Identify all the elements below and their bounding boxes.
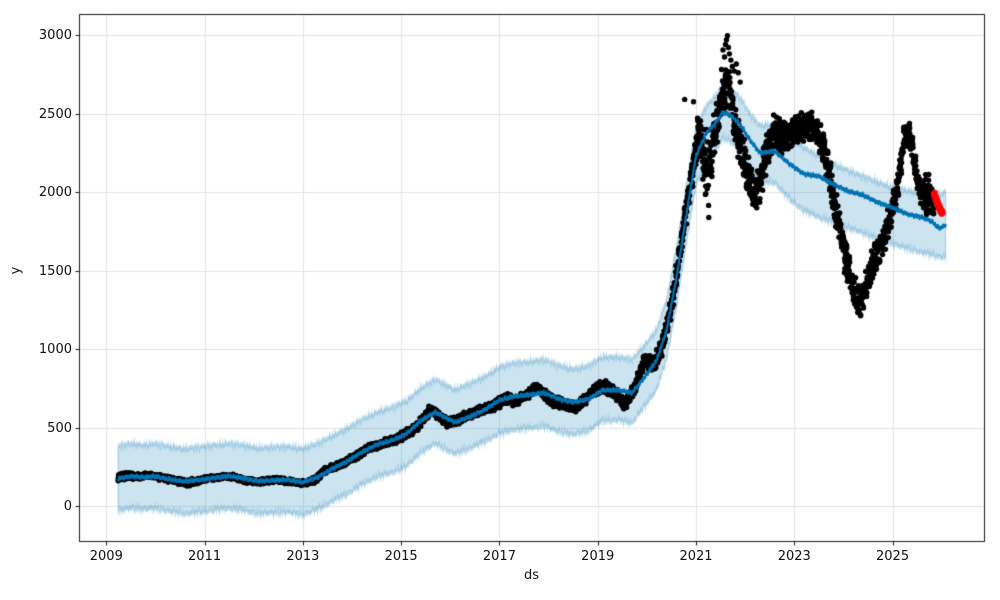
- y-axis-label: y: [8, 266, 24, 274]
- x-axis-label: ds: [524, 568, 540, 583]
